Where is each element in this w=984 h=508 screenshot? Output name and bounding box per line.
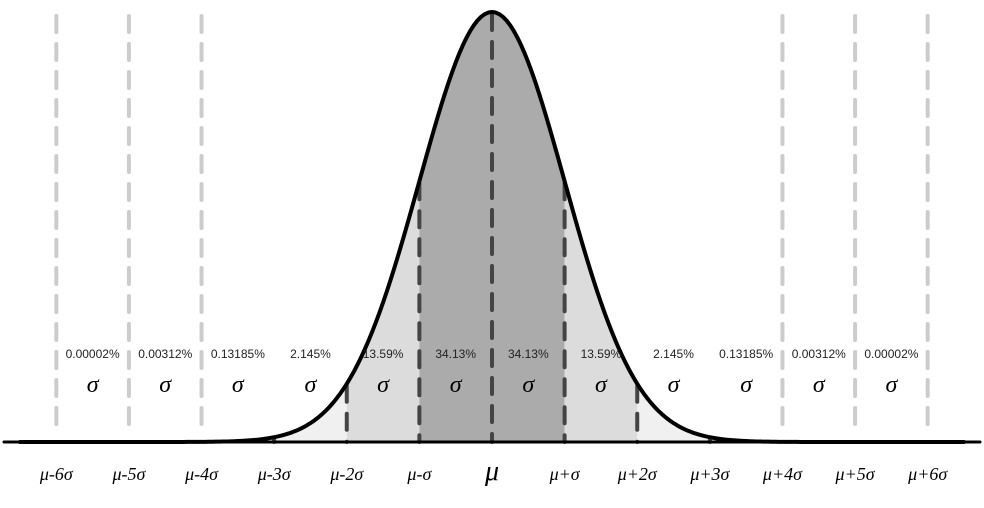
sigma-band-label: σ [377, 372, 390, 398]
sigma-band-label: σ [740, 372, 753, 398]
sigma-band-label: σ [668, 372, 681, 398]
axis-label-mu: μ [484, 456, 499, 487]
sigma-band-label: σ [232, 372, 245, 398]
sigma-band-label: σ [87, 372, 100, 398]
sigma-band-label: σ [885, 372, 898, 398]
axis-label: μ+2σ [617, 464, 658, 484]
percentage-label: 0.00002% [66, 347, 120, 361]
percentage-label: 0.00312% [792, 347, 846, 361]
sigma-band-label: σ [522, 372, 535, 398]
sigma-band-label: σ [305, 372, 318, 398]
sigma-band-label: σ [159, 372, 172, 398]
percentage-label: 34.13% [508, 347, 549, 361]
percentage-label: 2.145% [290, 347, 331, 361]
sigma-band-label: σ [450, 372, 463, 398]
sigma-band-label: σ [813, 372, 826, 398]
percentage-label: 0.13185% [211, 347, 265, 361]
percentage-label: 0.00002% [864, 347, 918, 361]
axis-label: μ+3σ [689, 464, 730, 484]
axis-label: μ+6σ [907, 464, 948, 484]
axis-label: μ-5σ [111, 464, 146, 484]
percentage-label: 0.00312% [138, 347, 192, 361]
axis-label: μ+4σ [762, 464, 803, 484]
sigma-band-label: σ [595, 372, 608, 398]
percentage-label: 34.13% [435, 347, 476, 361]
percentage-label: 13.59% [581, 347, 622, 361]
percentage-label: 2.145% [653, 347, 694, 361]
axis-label: μ-6σ [39, 464, 74, 484]
axis-label: μ+5σ [835, 464, 876, 484]
normal-distribution-diagram: 0.00002% 0.00312% 0.13185% 2.145% 13.59% 34.1… [0, 0, 984, 508]
axis-label: μ-2σ [329, 464, 364, 484]
axis-label: μ-4σ [184, 464, 219, 484]
axis-label: μ-σ [406, 464, 432, 484]
percentage-label: 0.13185% [719, 347, 773, 361]
percentage-label: 13.59% [363, 347, 404, 361]
axis-label: μ-3σ [257, 464, 292, 484]
axis-label: μ+σ [549, 464, 581, 484]
